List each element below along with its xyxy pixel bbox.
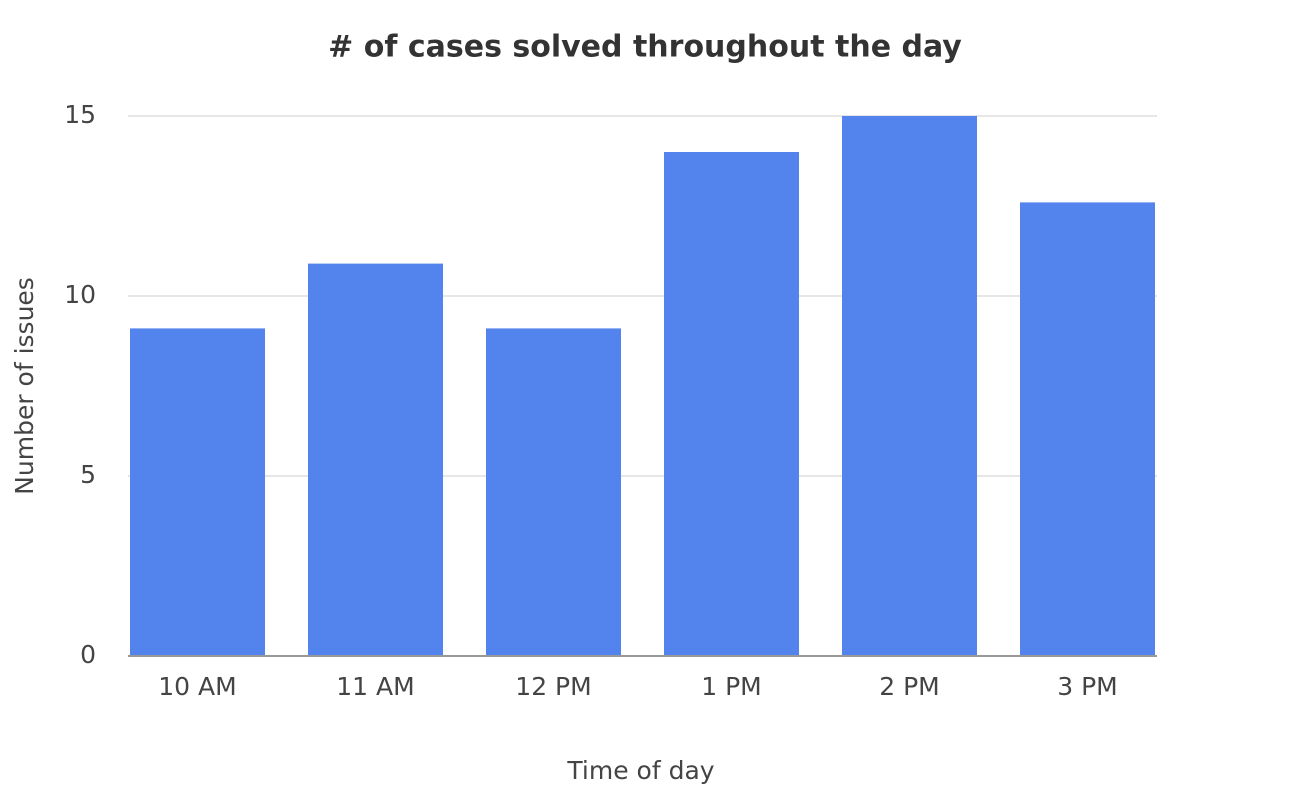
y-axis-title: Number of issues bbox=[10, 277, 39, 495]
bar bbox=[308, 263, 443, 656]
x-tick-label: 12 PM bbox=[515, 672, 591, 701]
y-tick-label: 5 bbox=[80, 460, 96, 489]
x-tick-label: 1 PM bbox=[701, 672, 762, 701]
y-tick-label: 10 bbox=[64, 280, 96, 309]
bar bbox=[1020, 202, 1155, 656]
x-tick-label: 3 PM bbox=[1057, 672, 1118, 701]
bar bbox=[664, 152, 799, 656]
x-tick-label: 10 AM bbox=[158, 672, 236, 701]
bar bbox=[486, 328, 621, 656]
y-tick-label: 15 bbox=[64, 100, 96, 129]
bar bbox=[842, 116, 977, 656]
bar bbox=[130, 328, 265, 656]
chart-title: # of cases solved throughout the day bbox=[328, 30, 962, 65]
y-tick-label: 0 bbox=[80, 640, 96, 669]
x-tick-label: 2 PM bbox=[879, 672, 940, 701]
x-tick-label: 11 AM bbox=[336, 672, 414, 701]
x-axis-title: Time of day bbox=[566, 756, 714, 785]
